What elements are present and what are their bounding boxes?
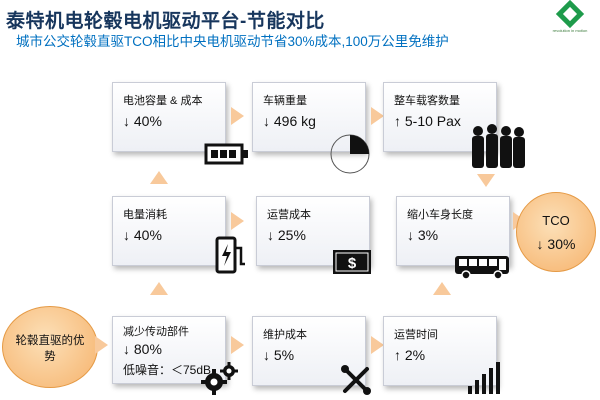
passengers-value: ↑ 5-10 Pax	[394, 113, 461, 129]
charging-station-icon	[215, 236, 245, 274]
battery-value: ↓ 40%	[123, 113, 162, 129]
opcost-value: ↓ 25%	[267, 227, 306, 243]
length-box: 缩小车身长度 ↓ 3%	[396, 196, 510, 266]
arrow-transmission-to-maintenance	[231, 336, 244, 354]
logo-tagline: revolution in motion	[552, 28, 588, 33]
noise-value: 低噪音：＜75dB	[123, 363, 212, 377]
weight-box: 车辆重量 ↓ 496 kg	[252, 82, 366, 152]
arrow-power-to-battery	[150, 171, 168, 184]
uptime-box: 运营时间 ↑ 2%	[383, 316, 497, 386]
start-circle: 轮毂直驱的优势	[2, 306, 98, 388]
arrow-power-to-opcost	[231, 212, 244, 230]
pie-weight-icon	[330, 134, 370, 174]
transmission-value: ↓ 80%	[123, 341, 162, 357]
gears-icon	[201, 362, 238, 395]
start-label: 轮毂直驱的优势	[15, 335, 85, 363]
page-subtitle: 城市公交轮毂直驱TCO相比中央电机驱动节省30%成本,100万公里免维护	[16, 34, 449, 49]
arrow-passengers-to-length	[477, 174, 495, 187]
uptime-value: ↑ 2%	[394, 347, 426, 363]
opcost-label: 运营成本	[267, 209, 311, 221]
page-title: 泰特机电轮毂电机驱动平台-节能对比	[6, 11, 325, 32]
svg-text:$: $	[348, 255, 357, 272]
maintenance-box: 维护成本 ↓ 5%	[252, 316, 366, 386]
arrow-transmission-to-power	[150, 282, 168, 295]
tco-label: TCO	[542, 213, 570, 228]
passengers-label: 整车载客数量	[394, 95, 460, 107]
power-label: 电量消耗	[123, 209, 167, 221]
battery-box: 电池容量 & 成本 ↓ 40%	[112, 82, 226, 152]
battery-icon	[204, 143, 248, 165]
crowd-icon	[472, 124, 525, 168]
arrow-weight-to-passengers	[371, 107, 384, 125]
bar-growth-icon	[468, 362, 500, 394]
arrow-start-to-transmission	[95, 336, 108, 354]
weight-value: ↓ 496 kg	[263, 113, 316, 129]
arrow-maintenance-to-uptime	[371, 336, 384, 354]
length-label: 缩小车身长度	[407, 209, 473, 221]
power-box: 电量消耗 ↓ 40%	[112, 196, 226, 266]
maintenance-label: 维护成本	[263, 329, 307, 341]
banknote-icon: $	[333, 250, 371, 274]
power-value: ↓ 40%	[123, 227, 162, 243]
company-logo-icon	[555, 0, 585, 29]
tco-value: ↓ 30%	[536, 236, 576, 252]
company-logo: revolution in motion	[548, 0, 592, 40]
arrow-uptime-to-length	[433, 282, 451, 295]
transmission-box: 减少传动部件 ↓ 80% 低噪音：＜75dB	[112, 316, 226, 384]
length-value: ↓ 3%	[407, 227, 439, 243]
uptime-label: 运营时间	[394, 329, 438, 341]
maintenance-value: ↓ 5%	[263, 347, 295, 363]
weight-label: 车辆重量	[263, 95, 307, 107]
transmission-label: 减少传动部件	[123, 326, 189, 338]
arrow-battery-to-weight	[231, 107, 244, 125]
battery-label: 电池容量 & 成本	[123, 95, 203, 107]
bus-icon	[455, 256, 509, 280]
wrench-screwdriver-icon	[341, 365, 371, 395]
tco-circle: TCO ↓ 30%	[516, 192, 596, 272]
